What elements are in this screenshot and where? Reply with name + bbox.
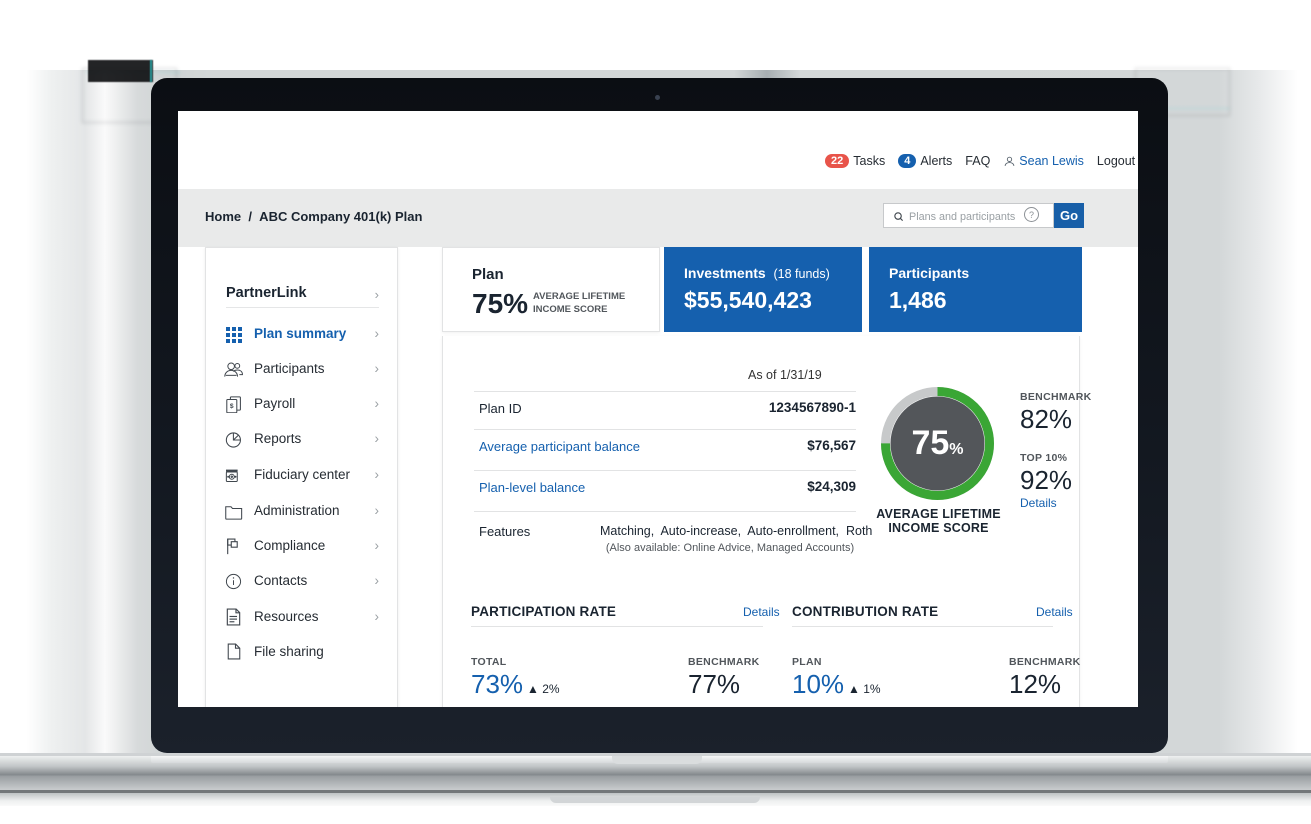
svg-text:$: $ <box>230 403 234 410</box>
